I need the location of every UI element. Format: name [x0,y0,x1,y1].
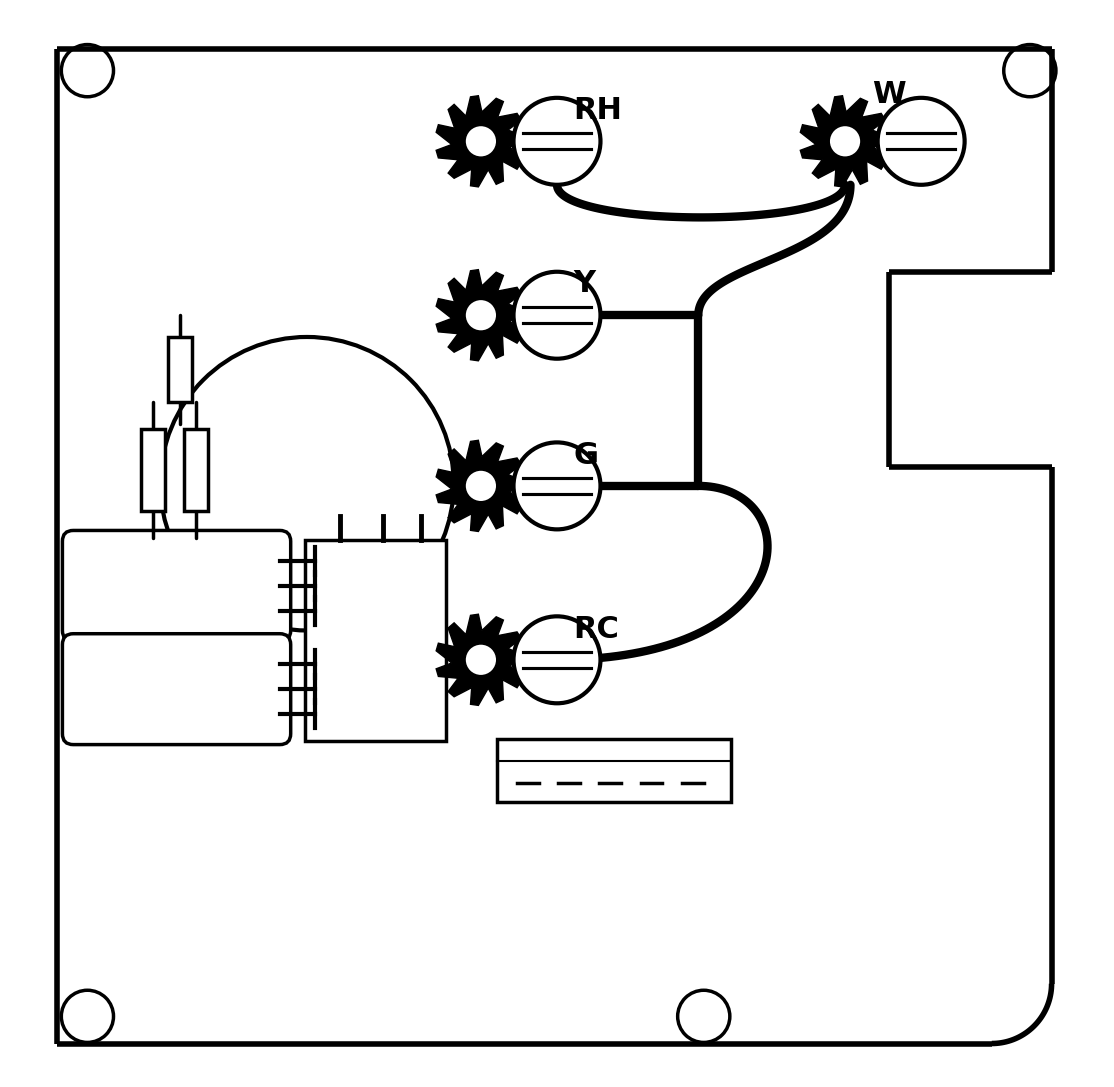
Text: W: W [872,79,906,109]
Circle shape [514,616,600,703]
Text: Y: Y [574,268,595,298]
FancyBboxPatch shape [62,530,291,641]
Bar [168,337,192,402]
Circle shape [514,442,600,529]
Polygon shape [437,440,527,532]
Circle shape [465,299,497,332]
Bar [497,739,731,802]
Circle shape [514,98,600,185]
Polygon shape [437,270,527,361]
Bar [140,429,165,511]
Bar [184,429,208,511]
Polygon shape [437,96,527,187]
Circle shape [829,125,861,158]
Circle shape [465,125,497,158]
FancyBboxPatch shape [62,634,291,745]
Circle shape [878,98,965,185]
Text: RC: RC [574,614,619,644]
Bar [305,540,446,741]
Polygon shape [437,614,527,705]
Circle shape [465,470,497,502]
Circle shape [514,272,600,359]
Text: G: G [574,440,598,470]
Text: RH: RH [574,96,623,125]
Circle shape [465,644,497,676]
Polygon shape [800,96,890,187]
